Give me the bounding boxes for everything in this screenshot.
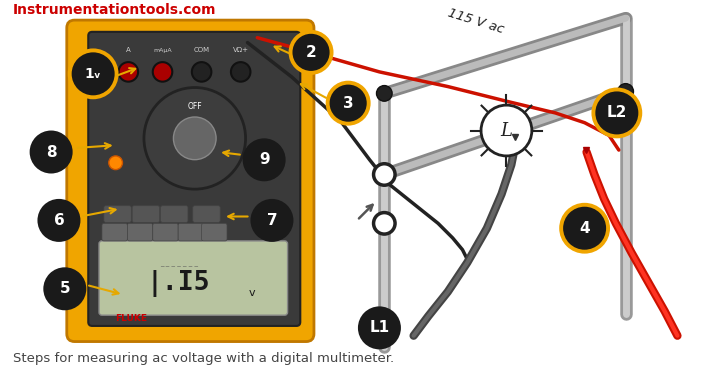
Circle shape bbox=[144, 88, 246, 189]
Text: L1: L1 bbox=[369, 321, 390, 335]
Circle shape bbox=[591, 88, 643, 138]
FancyBboxPatch shape bbox=[88, 32, 300, 326]
FancyBboxPatch shape bbox=[160, 206, 188, 222]
Circle shape bbox=[293, 34, 329, 71]
Text: FLUKE: FLUKE bbox=[116, 314, 148, 323]
Circle shape bbox=[38, 199, 80, 242]
Circle shape bbox=[288, 30, 334, 75]
Circle shape bbox=[173, 117, 216, 160]
Text: 8: 8 bbox=[46, 145, 57, 159]
Text: 4: 4 bbox=[579, 221, 590, 236]
Text: 115 V ac: 115 V ac bbox=[446, 7, 506, 36]
FancyBboxPatch shape bbox=[202, 223, 227, 241]
Text: 2: 2 bbox=[306, 45, 317, 60]
Circle shape bbox=[119, 62, 138, 82]
Circle shape bbox=[373, 164, 395, 185]
Circle shape bbox=[109, 156, 122, 170]
Text: mAμA: mAμA bbox=[153, 48, 172, 53]
Circle shape bbox=[596, 91, 638, 134]
Circle shape bbox=[153, 62, 173, 82]
Text: 3: 3 bbox=[343, 96, 354, 111]
Circle shape bbox=[243, 138, 285, 181]
FancyBboxPatch shape bbox=[127, 223, 153, 241]
Circle shape bbox=[251, 199, 293, 242]
Circle shape bbox=[329, 85, 367, 122]
Text: 6: 6 bbox=[53, 213, 65, 228]
Circle shape bbox=[67, 49, 119, 99]
Text: Instrumentationtools.com: Instrumentationtools.com bbox=[13, 3, 217, 17]
Text: 1ᵥ: 1ᵥ bbox=[84, 67, 102, 81]
Circle shape bbox=[376, 86, 392, 101]
Circle shape bbox=[358, 307, 401, 349]
Circle shape bbox=[326, 81, 371, 125]
Circle shape bbox=[563, 207, 606, 250]
FancyBboxPatch shape bbox=[102, 223, 127, 241]
Circle shape bbox=[481, 105, 532, 156]
Text: L2: L2 bbox=[606, 105, 627, 120]
FancyBboxPatch shape bbox=[193, 206, 220, 222]
Text: v: v bbox=[248, 288, 255, 298]
Circle shape bbox=[373, 213, 395, 234]
Text: COM: COM bbox=[194, 47, 209, 53]
Text: Steps for measuring ac voltage with a digital multimeter.: Steps for measuring ac voltage with a di… bbox=[13, 352, 394, 365]
Text: L: L bbox=[501, 121, 513, 139]
FancyBboxPatch shape bbox=[178, 223, 204, 241]
Text: _ _ _ _ _ _ _: _ _ _ _ _ _ _ bbox=[160, 260, 197, 266]
Circle shape bbox=[192, 62, 212, 82]
Text: 9: 9 bbox=[259, 152, 270, 167]
Text: 7: 7 bbox=[267, 213, 278, 228]
Text: A: A bbox=[126, 47, 131, 53]
Circle shape bbox=[43, 267, 87, 310]
FancyBboxPatch shape bbox=[153, 223, 178, 241]
Text: VΩ+: VΩ+ bbox=[233, 47, 248, 53]
FancyBboxPatch shape bbox=[67, 20, 314, 342]
Circle shape bbox=[231, 62, 251, 82]
FancyBboxPatch shape bbox=[132, 206, 160, 222]
Circle shape bbox=[72, 52, 114, 95]
Circle shape bbox=[30, 131, 72, 173]
Circle shape bbox=[618, 84, 633, 99]
Circle shape bbox=[559, 203, 610, 254]
FancyBboxPatch shape bbox=[104, 206, 131, 222]
Text: 5: 5 bbox=[60, 281, 70, 296]
Text: OFF: OFF bbox=[187, 102, 202, 112]
Text: |.I5: |.I5 bbox=[147, 270, 210, 297]
FancyBboxPatch shape bbox=[99, 241, 288, 315]
